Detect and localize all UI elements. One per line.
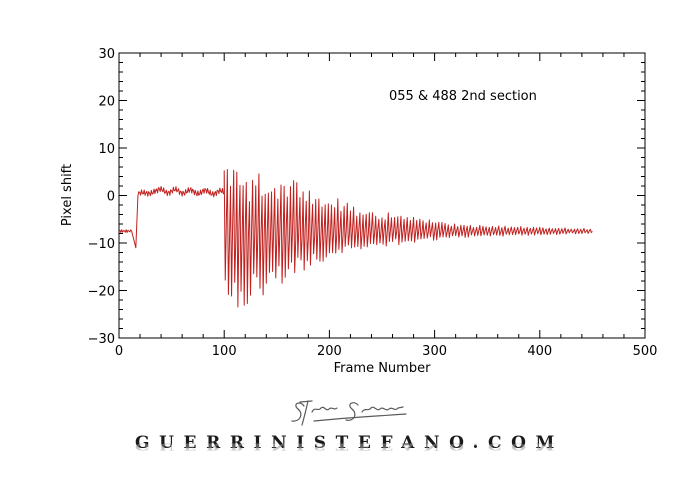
x-axis-label: Frame Number [334, 361, 432, 376]
x-tick-label: 100 [212, 344, 237, 359]
x-tick-label: 400 [527, 344, 552, 359]
signature-logo [291, 400, 407, 426]
y-axis-label: Pixel shift [60, 164, 75, 226]
y-tick-label: −10 [88, 237, 115, 252]
plot-frame [118, 52, 646, 339]
site-name-reflection: GUERRINISTEFANO.COM [135, 440, 564, 452]
site-name: GUERRINISTEFANO.COM [135, 433, 564, 453]
site-branding: GUERRINISTEFANO.COM GUERRINISTEFANO.COM [0, 431, 693, 487]
x-tick-label: 0 [115, 344, 123, 359]
x-tick-label: 500 [633, 344, 658, 359]
y-tick-label: 10 [98, 142, 115, 157]
series-pixel-shift [118, 169, 593, 308]
chart-annotation: 055 & 488 2nd section [389, 89, 537, 104]
axis-tick-labels: 0 100 200 300 400 500 −30 −20 −10 0 10 20 30 [88, 47, 658, 359]
y-tick-label: 20 [98, 95, 115, 110]
y-tick-label: −20 [88, 285, 115, 300]
y-tick-label: −30 [88, 332, 115, 347]
x-tick-label: 200 [317, 344, 342, 359]
series-line [118, 169, 593, 308]
axis-ticks [118, 52, 646, 339]
y-tick-label: 30 [98, 47, 115, 62]
x-tick-label: 300 [422, 344, 447, 359]
y-tick-label: 0 [107, 190, 115, 205]
